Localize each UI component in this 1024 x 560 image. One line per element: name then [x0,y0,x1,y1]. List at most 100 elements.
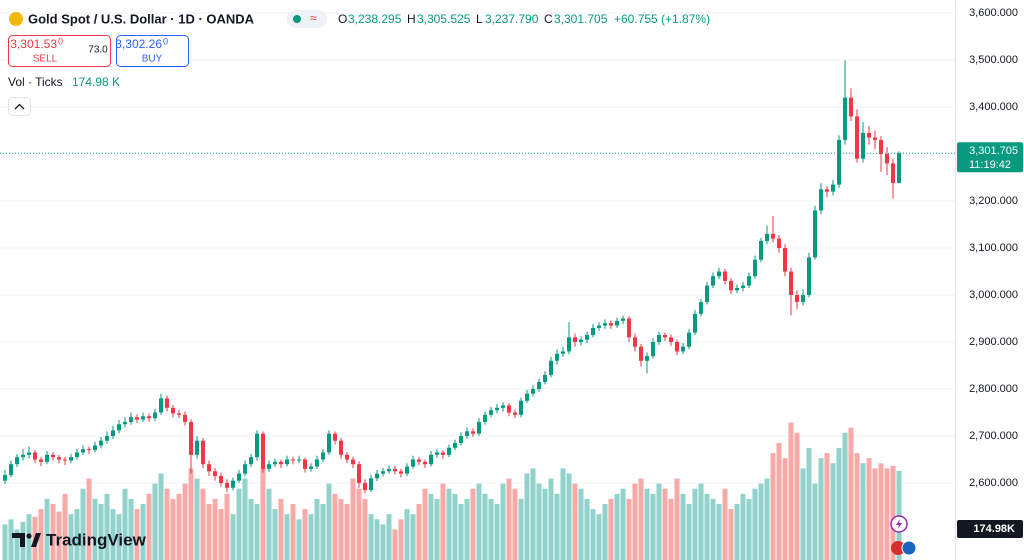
buy-price-sup: 0 [163,36,168,46]
sell-price: 3,301.53 [10,37,57,51]
candle-body [549,360,553,375]
collapse-button[interactable] [8,97,31,116]
candle-body [591,327,595,335]
candle-body [279,461,283,465]
candle-body [435,452,439,455]
volume-bar [248,498,254,560]
volume-bar [152,483,158,560]
volume-bar [176,493,182,560]
volume-bar [734,504,740,560]
volume-bar [878,463,884,560]
volume-bar [194,478,200,560]
candle-body [135,417,139,420]
candle-body [255,433,259,458]
candle-body [297,459,301,461]
volume-bar [68,514,74,560]
volume-bar [134,509,140,560]
volume-bar [104,493,110,560]
volume-bar [224,493,230,560]
candle-body [195,440,199,455]
candle-body [897,153,901,184]
volume-bar [116,514,122,560]
volume-bar [374,519,380,560]
volume-bar [704,493,710,560]
volume-bar [866,458,872,560]
candle-body [567,337,571,352]
candle-body [807,257,811,296]
candle-body [711,276,715,286]
candle-body [123,421,127,425]
candle-body [237,473,241,481]
volume-bar [812,483,818,560]
volume-bar [488,498,494,560]
status-pill[interactable] [287,10,327,28]
candle-body [429,454,433,465]
sell-label: SELL [33,54,58,65]
volume-bar [452,493,458,560]
candle-body [831,184,835,192]
volume-bar [482,493,488,560]
flag-icon [901,540,917,556]
volume-bar [830,463,836,560]
volume-bar [170,498,176,560]
candle-body [471,431,475,434]
candle-body [717,271,721,277]
y-tick-label: 3,200.000 [969,195,1018,207]
candle-body [819,189,823,211]
volume-bar [620,488,626,560]
candle-body [561,351,565,354]
candle-body [249,457,253,465]
candle-body [657,334,661,343]
candle-body [327,433,331,453]
volume-bar [86,478,92,560]
volume-bar [308,514,314,560]
candle-body [507,405,511,413]
volume-bar [650,493,656,560]
volume-bar [542,488,548,560]
volume-bar [626,498,632,560]
buy-price: 3,302.26 [115,37,162,51]
indicator-name: Vol · Ticks [8,75,63,89]
candle-body [3,475,7,481]
candle-body [405,466,409,474]
flag-icon [891,541,905,555]
volume-bar [818,458,824,560]
symbol-title[interactable]: Gold Spot / U.S. Dollar · 1D · OANDA [28,11,255,26]
volume-bar [110,509,116,560]
candle-body [159,398,163,413]
volume-bar [368,514,374,560]
y-tick-label: 2,800.000 [969,383,1018,395]
candle-body [387,468,391,472]
volume-bar [836,448,842,560]
last-volume-label: 174.98K [973,523,1015,535]
volume-bar [854,453,860,560]
candle-body [27,452,31,455]
candle-body [537,381,541,390]
candle-body [705,285,709,303]
volume-bar [884,468,890,560]
candle-body [207,464,211,472]
candle-body [105,436,109,441]
buy-button[interactable] [116,35,189,67]
volume-bar [794,432,800,560]
candle-body [45,454,49,462]
candle-body [885,154,889,164]
candle-body [759,240,763,260]
candle-body [879,139,883,155]
volume-bar [800,468,806,560]
volume-bar [716,504,722,560]
candle-body [777,238,781,249]
candle-body [93,445,97,451]
volume-bar [344,504,350,560]
volume-bar [824,453,830,560]
volume-bar [290,504,296,560]
candle-body [465,431,469,437]
candle-body [417,459,421,462]
volume-bar [722,488,728,560]
candle-body [21,454,25,458]
candle-body [837,139,841,185]
candle-body [621,318,625,321]
sell-button[interactable] [8,35,111,67]
volume-bar [788,422,794,560]
